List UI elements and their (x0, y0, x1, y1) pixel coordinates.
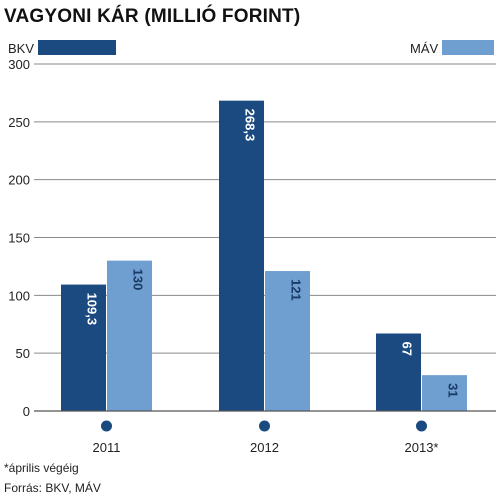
y-tick-label: 250 (8, 115, 30, 130)
bar-value-label: 130 (131, 269, 146, 291)
source-note: Forrás: BKV, MÁV (4, 480, 101, 495)
x-category-label: 2012 (250, 440, 279, 455)
x-axis-categories: 2011 2012 2013* (93, 420, 439, 455)
bar-bkv-2013* (376, 333, 421, 411)
y-tick-label: 0 (23, 404, 30, 419)
x-category-label: 2011 (93, 440, 121, 455)
category-marker-dot (101, 420, 112, 432)
legend-swatch-bkv (38, 40, 116, 55)
legend-swatch-mav (442, 40, 494, 55)
y-tick-label: 200 (8, 173, 30, 188)
bar-bkv-2012 (219, 100, 264, 412)
bar-value-label: 109,3 (85, 293, 100, 326)
bars: 109,3 130 268,3 121 67 31 (61, 100, 467, 412)
bar-value-label: 67 (400, 342, 415, 356)
legend: BKV MÁV (8, 40, 494, 56)
bar-value-label: 268,3 (243, 109, 258, 142)
bar-value-label: 31 (446, 383, 461, 397)
category-marker-dot (259, 420, 270, 432)
bar-value-label: 121 (289, 279, 304, 301)
bar-máv-2012 (265, 271, 310, 411)
chart-title: VAGYONI KÁR (MILLIÓ FORINT) (4, 5, 300, 27)
legend-label-mav: MÁV (410, 41, 439, 56)
y-tick-label: 300 (8, 57, 30, 72)
legend-label-bkv: BKV (8, 41, 34, 56)
y-tick-label: 100 (8, 288, 30, 303)
bar-máv-2013* (422, 375, 467, 411)
x-category-label: 2013* (405, 440, 439, 455)
y-tick-label: 50 (16, 346, 30, 361)
y-axis-ticks: 0 50 100 150 200 250 300 (8, 57, 30, 419)
bar-máv-2011 (107, 260, 152, 411)
y-tick-label: 150 (8, 231, 30, 246)
category-marker-dot (416, 420, 427, 432)
bar-bkv-2011 (61, 284, 106, 411)
footnote: *április végéig (4, 461, 79, 475)
